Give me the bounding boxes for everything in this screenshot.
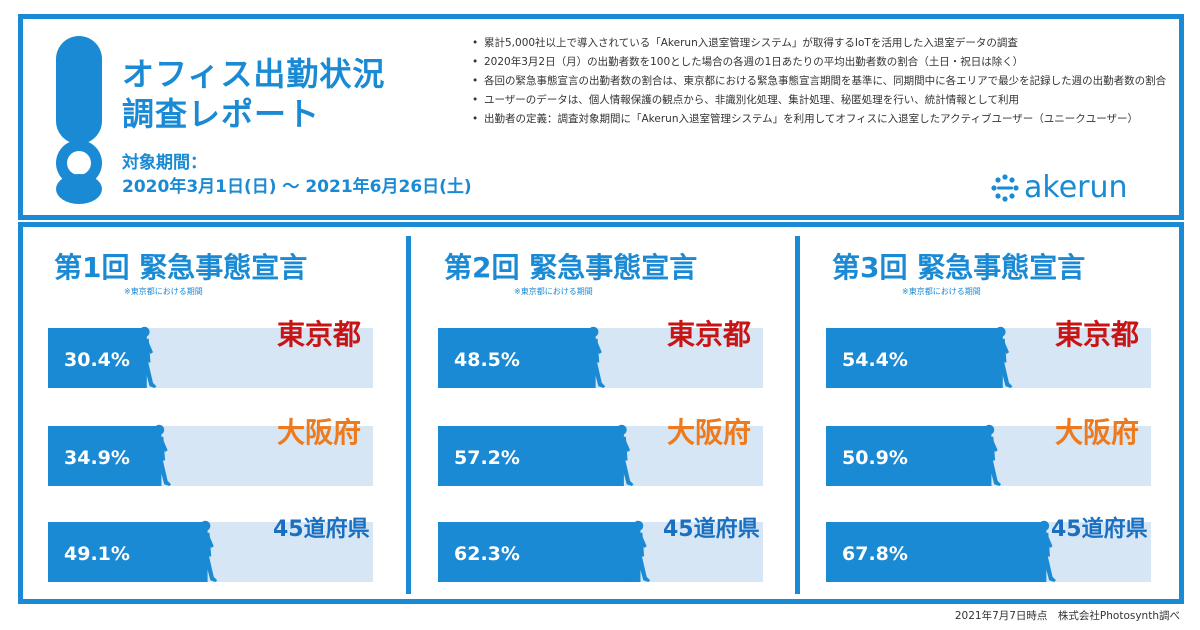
brand-name: akerun (1024, 170, 1128, 205)
bar-value-label: 49.1% (64, 543, 130, 565)
bar-row: 67.8% 45道府県 (826, 516, 1151, 582)
bar-row: 30.4% 東京都 (48, 318, 373, 388)
bar (48, 522, 208, 582)
bar (826, 426, 992, 486)
note-item: ユーザーのデータは、個人情報保護の観点から、非識別化処理、集計処理、秘匿処理を行… (470, 93, 1170, 107)
panel-2: 第2回 緊急事態宣言 ※東京都における期間 48.5% 東京都 57.2% 大阪府 62… (422, 228, 802, 598)
bar-chart-3: 54.4% 東京都 50.9% 大阪府 67.8% 45道府県 (826, 318, 1151, 582)
bar-value-label: 48.5% (454, 349, 520, 371)
bar (826, 328, 1003, 388)
category-label: 大阪府 (1055, 416, 1139, 449)
panel-note: ※東京都における期間 (124, 287, 203, 296)
panel-note: ※東京都における期間 (902, 287, 981, 296)
akerun-dots-icon (991, 173, 1019, 202)
category-label: 大阪府 (667, 416, 751, 449)
walking-person-icon (975, 424, 1002, 486)
bar (826, 522, 1047, 582)
bar-row: 50.9% 大阪府 (826, 416, 1151, 486)
brand-logo: akerun (990, 170, 1128, 205)
bar (48, 426, 162, 486)
note-item: 2020年3月2日（月）の出勤者数を100とした場合の各週の1日あたりの平均出勤… (470, 55, 1170, 69)
panel-1: 第1回 緊急事態宣言 ※東京都における期間 30.4% 東京都 34.9% 大阪府 49… (32, 228, 412, 598)
bar-value-label: 62.3% (454, 543, 520, 565)
panel-divider (795, 236, 800, 594)
bar-row: 54.4% 東京都 (826, 318, 1151, 388)
walking-person-icon (579, 326, 606, 388)
bar-value-label: 30.4% (64, 349, 130, 371)
panel-title: 第2回 緊急事態宣言 (444, 251, 698, 284)
category-label: 東京都 (667, 318, 751, 351)
bar-value-label: 34.9% (64, 447, 130, 469)
category-label: 大阪府 (277, 416, 361, 449)
panel-title: 第1回 緊急事態宣言 (54, 251, 308, 284)
bar-value-label: 67.8% (842, 543, 908, 565)
walking-person-icon (986, 326, 1013, 388)
category-label: 東京都 (277, 318, 361, 351)
bar-row: 34.9% 大阪府 (48, 416, 373, 486)
bar (48, 328, 147, 388)
bar (438, 328, 596, 388)
bar-chart-1: 30.4% 東京都 34.9% 大阪府 49.1% 45道府県 (48, 318, 373, 582)
akerun-logo-icon (56, 36, 102, 204)
bar-value-label: 50.9% (842, 447, 908, 469)
page-title: オフィス出勤状況 調査レポート (122, 54, 385, 134)
category-label: 45道府県 (1051, 516, 1148, 542)
bar-value-label: 54.4% (842, 349, 908, 371)
bar-row: 49.1% 45道府県 (48, 516, 373, 582)
bar (438, 426, 624, 486)
category-label: 45道府県 (273, 516, 370, 542)
title-line-2: 調査レポート (122, 95, 321, 133)
panel-note: ※東京都における期間 (514, 287, 593, 296)
note-item: 各回の緊急事態宣言の出勤者数の割合は、東京都における緊急事態宣言期間を基準に、同… (470, 74, 1170, 88)
bar-chart-2: 48.5% 東京都 57.2% 大阪府 62.3% 45道府県 (438, 318, 763, 582)
walking-person-icon (1030, 520, 1056, 582)
walking-person-icon (624, 520, 651, 582)
notes-list: 累計5,000社以上で導入されている「Akerun入退室管理システム」が取得する… (470, 36, 1170, 131)
bar (438, 522, 641, 582)
walking-person-icon (608, 424, 634, 486)
walking-person-icon (191, 520, 218, 582)
period-label: 対象期間： (122, 153, 207, 173)
period-value: 2020年3月1日(日) 〜 2021年6月26日(土) (122, 177, 472, 197)
walking-person-icon (145, 424, 172, 486)
note-item: 累計5,000社以上で導入されている「Akerun入退室管理システム」が取得する… (470, 36, 1170, 50)
bar-value-label: 57.2% (454, 447, 520, 469)
bar-row: 57.2% 大阪府 (438, 416, 763, 486)
walking-person-icon (130, 326, 157, 388)
footer-source: 2021年7月7日時点 株式会社Photosynth調べ (954, 610, 1180, 622)
category-label: 45道府県 (663, 516, 760, 542)
note-item: 出勤者の定義：調査対象期間に「Akerun入退室管理システム」を利用してオフィス… (470, 112, 1170, 126)
bar-row: 62.3% 45道府県 (438, 516, 763, 582)
bar-row: 48.5% 東京都 (438, 318, 763, 388)
title-line-1: オフィス出勤状況 (122, 55, 386, 93)
panel-title: 第3回 緊急事態宣言 (832, 251, 1086, 284)
category-label: 東京都 (1055, 318, 1139, 351)
panel-3: 第3回 緊急事態宣言 ※東京都における期間 54.4% 東京都 50.9% 大阪府 67… (810, 228, 1190, 598)
panel-divider (406, 236, 411, 594)
